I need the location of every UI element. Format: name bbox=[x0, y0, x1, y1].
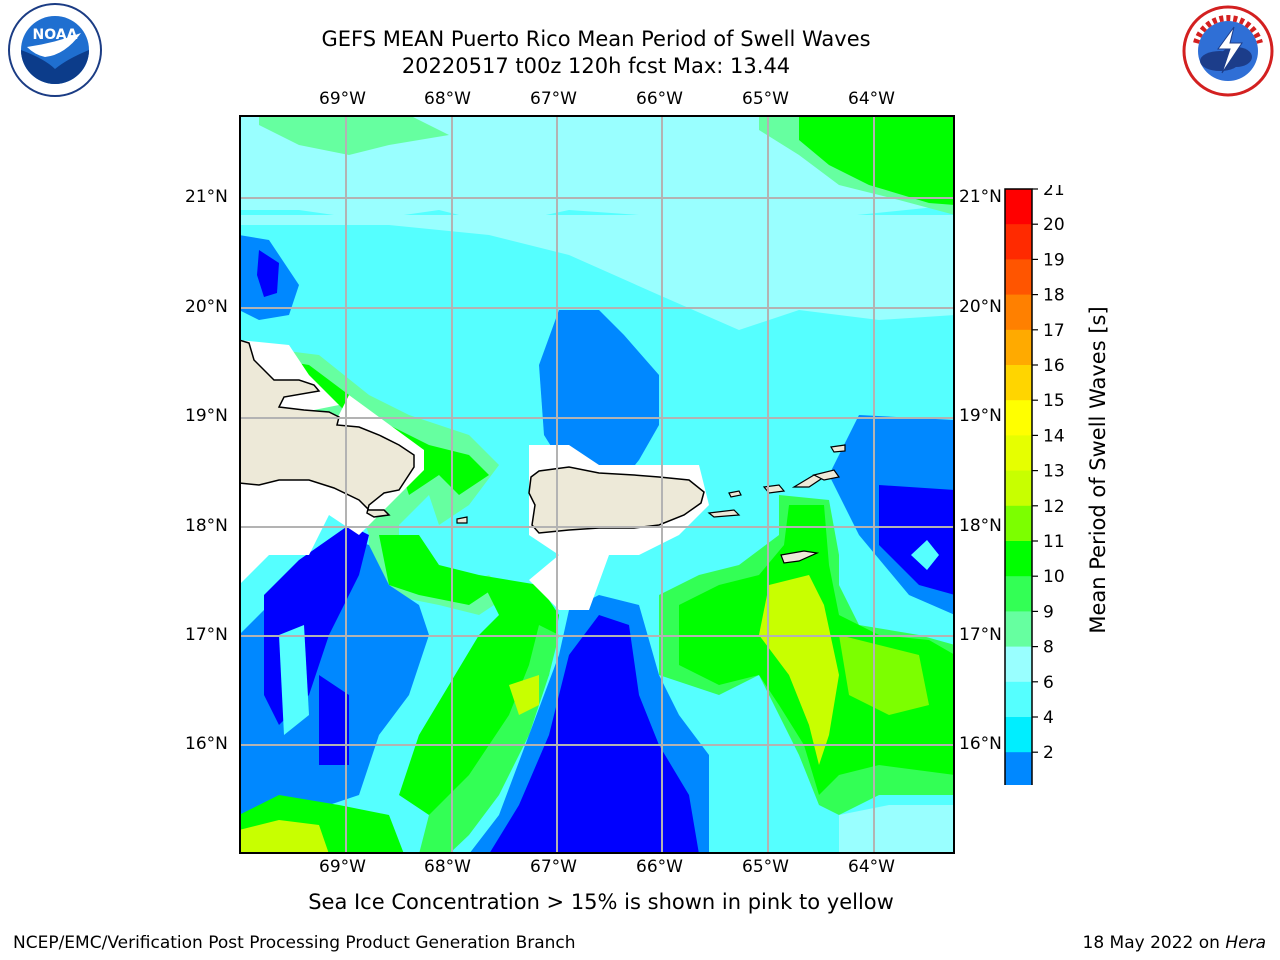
colorbar-tick-label: 12 bbox=[1043, 497, 1065, 517]
run-date-credit: 18 May 2022 on Hera bbox=[1083, 933, 1267, 953]
island-land bbox=[812, 469, 841, 481]
pale-cyan-region bbox=[839, 805, 955, 854]
pale-cyan-region bbox=[279, 625, 309, 735]
blue-region bbox=[489, 615, 699, 854]
colorbar-tick-label: 20 bbox=[1043, 215, 1065, 235]
island-land bbox=[728, 490, 742, 498]
yellow-green-region bbox=[759, 575, 839, 765]
colorbar-tick-label: 4 bbox=[1043, 708, 1054, 728]
lon-label-bottom: 66°W bbox=[636, 857, 683, 877]
producer-credit: NCEP/EMC/Verification Post Processing Pr… bbox=[13, 933, 576, 953]
lon-label-top: 68°W bbox=[424, 89, 471, 109]
colorbar-segment bbox=[1005, 259, 1032, 296]
pale-cyan-region bbox=[911, 540, 939, 570]
colorbar-tick-label: 21 bbox=[1043, 185, 1065, 200]
colorbar-segment bbox=[1005, 224, 1032, 260]
lat-label-right: 20°N bbox=[959, 297, 1002, 317]
colorbar-tick-label: 15 bbox=[1043, 391, 1065, 411]
lat-label-left: 18°N bbox=[185, 516, 228, 536]
lon-label-bottom: 67°W bbox=[530, 857, 577, 877]
swell-period-map bbox=[239, 115, 955, 854]
chart-title: GEFS MEAN Puerto Rico Mean Period of Swe… bbox=[321, 27, 871, 51]
colorbar-tick-label: 16 bbox=[1043, 356, 1065, 376]
lon-label-top: 66°W bbox=[636, 89, 683, 109]
lon-label-top: 69°W bbox=[319, 89, 366, 109]
colorbar-segment bbox=[1005, 189, 1032, 225]
colorbar-segment bbox=[1005, 294, 1032, 331]
colorbar-tick-label: 10 bbox=[1043, 567, 1065, 587]
blue-region bbox=[879, 485, 955, 595]
host-name: Hera bbox=[1225, 933, 1266, 953]
lon-label-bottom: 65°W bbox=[742, 857, 789, 877]
colorbar-tick-label: 11 bbox=[1043, 532, 1065, 552]
colorbar-tick-label: 13 bbox=[1043, 462, 1065, 482]
yellow-green-region bbox=[239, 820, 329, 854]
run-date: 18 May 2022 on bbox=[1082, 933, 1220, 953]
hispaniola-land bbox=[239, 339, 415, 518]
chart-subtitle: 20220517 t00z 120h fcst Max: 13.44 bbox=[401, 54, 791, 78]
lon-label-bottom: 64°W bbox=[848, 857, 895, 877]
colorbar-segment bbox=[1005, 717, 1032, 753]
lat-label-left: 20°N bbox=[185, 297, 228, 317]
lat-label-left: 21°N bbox=[185, 187, 228, 207]
pale-cyan-region bbox=[239, 215, 955, 330]
colorbar-tick-label: 2 bbox=[1043, 743, 1054, 763]
colorbar-segment bbox=[1005, 646, 1032, 683]
colorbar-tick-label: 9 bbox=[1043, 602, 1054, 622]
colorbar-segment bbox=[1005, 752, 1032, 785]
puerto-rico-land bbox=[528, 466, 705, 534]
island-land bbox=[780, 550, 820, 564]
blue-region bbox=[319, 675, 349, 765]
sea-ice-note: Sea Ice Concentration > 15% is shown in … bbox=[308, 890, 894, 914]
colorbar-frame bbox=[1004, 188, 1033, 785]
lat-label-left: 16°N bbox=[185, 734, 228, 754]
map-gridlines bbox=[239, 115, 955, 854]
lon-label-top: 67°W bbox=[530, 89, 577, 109]
colorbar-segment bbox=[1005, 611, 1032, 648]
yellow-green-region bbox=[509, 675, 539, 715]
colorbar-tick-label: 14 bbox=[1043, 426, 1065, 446]
pale-cyan-region bbox=[239, 115, 955, 235]
colorbar-segment bbox=[1005, 435, 1032, 472]
lon-label-top: 65°W bbox=[742, 89, 789, 109]
colorbar-tick-label: 17 bbox=[1043, 321, 1065, 341]
colorbar-segment bbox=[1005, 329, 1032, 366]
colorbar-tick-label: 18 bbox=[1043, 286, 1065, 306]
colorbar-tick-label: 8 bbox=[1043, 638, 1054, 658]
blue-region bbox=[257, 250, 279, 297]
lon-label-bottom: 69°W bbox=[319, 857, 366, 877]
colorbar-title: Mean Period of Swell Waves [s] bbox=[1086, 306, 1110, 634]
map-frame bbox=[239, 115, 955, 854]
green-region bbox=[259, 115, 449, 155]
lat-label-left: 19°N bbox=[185, 406, 228, 426]
colorbar-segment bbox=[1005, 541, 1032, 577]
colorbar-tick-label: 19 bbox=[1043, 250, 1065, 270]
noaa-logo: NOAA bbox=[8, 3, 102, 97]
lon-label-top: 64°W bbox=[848, 89, 895, 109]
colorbar-tick-label: 6 bbox=[1043, 673, 1054, 693]
yellow-green-region bbox=[839, 635, 929, 715]
colorbar: 21 20 19 18 17 16 15 14 13 12 11 10 9 8 6 4 2 bbox=[1004, 185, 1065, 785]
lat-label-right: 21°N bbox=[959, 187, 1002, 207]
svg-text:NOAA: NOAA bbox=[33, 27, 78, 43]
nws-logo bbox=[1182, 5, 1274, 97]
green-region bbox=[799, 115, 955, 205]
island-land bbox=[830, 444, 846, 453]
island-land bbox=[707, 509, 741, 518]
colorbar-segment bbox=[1005, 681, 1032, 718]
lat-label-right: 19°N bbox=[959, 406, 1002, 426]
lat-label-left: 17°N bbox=[185, 625, 228, 645]
lat-label-right: 18°N bbox=[959, 516, 1002, 536]
lat-label-right: 16°N bbox=[959, 734, 1002, 754]
lon-label-bottom: 68°W bbox=[424, 857, 471, 877]
colorbar-segment bbox=[1005, 470, 1032, 507]
blue-region bbox=[539, 310, 659, 485]
yellow-green-region bbox=[379, 535, 499, 605]
colorbar-segment bbox=[1005, 400, 1032, 436]
colorbar-segment bbox=[1005, 505, 1032, 542]
island-land bbox=[456, 516, 468, 524]
colorbar-segment bbox=[1005, 365, 1032, 401]
colorbar-segment bbox=[1005, 576, 1032, 612]
lat-label-right: 17°N bbox=[959, 625, 1002, 645]
